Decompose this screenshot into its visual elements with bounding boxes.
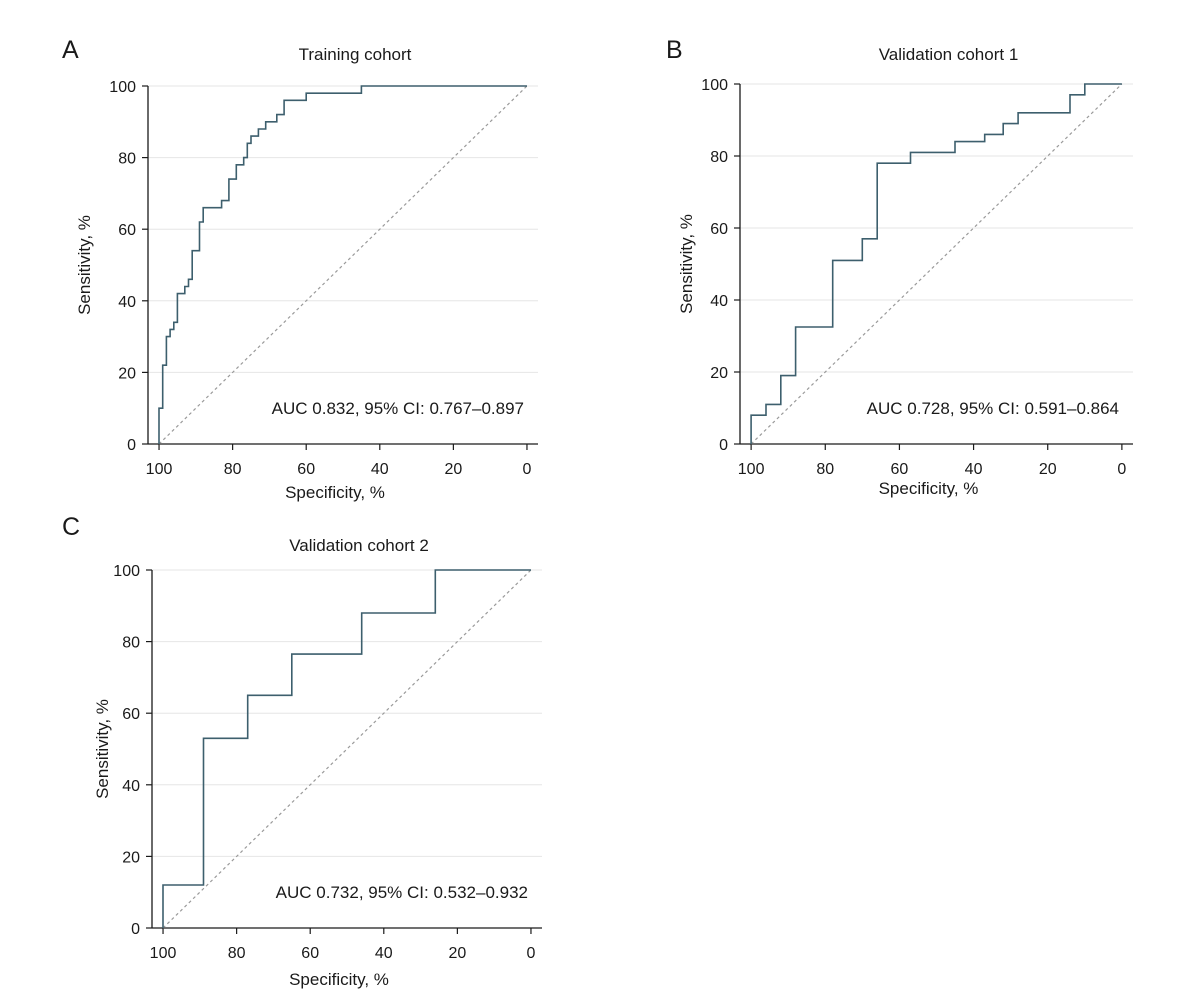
y-tick-label-c-40: 40 — [122, 778, 140, 795]
panel-letter-a: A — [62, 36, 79, 64]
x-tick-label-c-80: 80 — [228, 945, 246, 962]
x-tick-label-a-80: 80 — [224, 461, 242, 478]
y-axis-title-a: Sensitivity, % — [75, 215, 94, 315]
y-tick-label-a-20: 20 — [118, 365, 136, 382]
reference-line-c — [162, 569, 532, 929]
y-tick-label-b-40: 40 — [710, 293, 728, 310]
x-tick-label-b-80: 80 — [816, 461, 834, 478]
y-tick-label-a-80: 80 — [118, 151, 136, 168]
x-tick-label-b-100: 100 — [738, 461, 765, 478]
x-tick-label-b-20: 20 — [1039, 461, 1057, 478]
roc-curve-a — [158, 85, 527, 444]
x-tick-label-b-40: 40 — [965, 461, 983, 478]
y-tick-label-c-100: 100 — [113, 563, 140, 580]
y-tick-label-b-60: 60 — [710, 221, 728, 238]
y-tick-label-c-60: 60 — [122, 706, 140, 723]
auc-annotation-b: AUC 0.728, 95% CI: 0.591–0.864 — [867, 399, 1119, 418]
y-tick-label-b-80: 80 — [710, 149, 728, 166]
x-tick-label-c-0: 0 — [527, 945, 536, 962]
x-tick-label-a-0: 0 — [523, 461, 532, 478]
x-axis-title-a: Specificity, % — [285, 483, 385, 502]
x-tick-label-b-60: 60 — [891, 461, 909, 478]
x-axis-title-c: Specificity, % — [289, 970, 389, 989]
y-tick-label-c-20: 20 — [122, 849, 140, 866]
y-tick-label-a-100: 100 — [109, 79, 136, 96]
y-tick-label-a-40: 40 — [118, 294, 136, 311]
reference-line-b — [750, 83, 1123, 445]
x-tick-label-a-60: 60 — [297, 461, 315, 478]
panel-letter-c: C — [62, 513, 80, 541]
y-tick-label-b-20: 20 — [710, 365, 728, 382]
x-tick-label-a-40: 40 — [371, 461, 389, 478]
reference-line-a — [158, 85, 528, 445]
panel-letter-b: B — [666, 36, 683, 64]
roc-curve-c — [162, 569, 531, 928]
x-tick-label-a-20: 20 — [444, 461, 462, 478]
chart-title-b: Validation cohort 1 — [879, 45, 1019, 64]
y-tick-label-b-100: 100 — [701, 77, 728, 94]
panel-a: A 0 20 40 60 80 100 100 80 60 40 20 0 Training cohor… — [62, 36, 538, 502]
y-tick-label-a-0: 0 — [127, 437, 136, 454]
panel-b: B 0 20 40 60 80 100 100 80 60 40 20 0 Validation coh… — [666, 36, 1133, 498]
x-tick-label-c-20: 20 — [448, 945, 466, 962]
x-tick-label-c-40: 40 — [375, 945, 393, 962]
y-axis-title-b: Sensitivity, % — [677, 214, 696, 314]
x-axis-title-b: Specificity, % — [879, 479, 979, 498]
panel-c: C 0 20 40 60 80 100 100 80 60 40 20 0 Validation coh… — [62, 513, 542, 989]
x-tick-label-b-0: 0 — [1117, 461, 1126, 478]
chart-title-a: Training cohort — [299, 45, 412, 64]
x-tick-label-a-100: 100 — [146, 461, 173, 478]
y-tick-label-b-0: 0 — [719, 437, 728, 454]
x-tick-label-c-100: 100 — [150, 945, 177, 962]
y-tick-label-a-60: 60 — [118, 222, 136, 239]
auc-annotation-c: AUC 0.732, 95% CI: 0.532–0.932 — [276, 883, 528, 902]
auc-annotation-a: AUC 0.832, 95% CI: 0.767–0.897 — [272, 399, 524, 418]
y-tick-label-c-80: 80 — [122, 635, 140, 652]
chart-title-c: Validation cohort 2 — [289, 536, 429, 555]
roc-curve-b — [750, 83, 1122, 444]
y-axis-title-c: Sensitivity, % — [93, 699, 112, 799]
x-tick-label-c-60: 60 — [301, 945, 319, 962]
y-tick-label-c-0: 0 — [131, 921, 140, 938]
